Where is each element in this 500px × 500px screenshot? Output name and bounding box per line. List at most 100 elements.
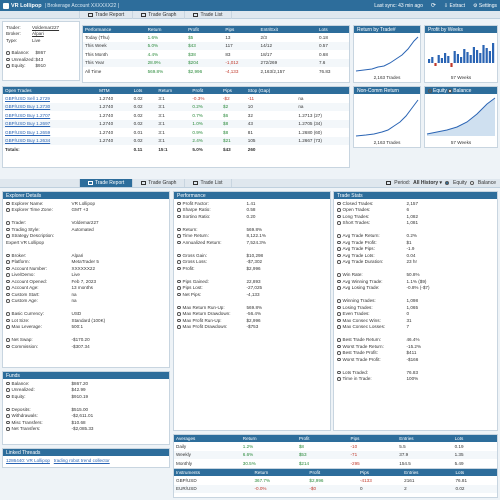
table-row[interactable]: GBP/USD Buy 1.2707 1.2740 0.02 3:1 0.7% $6 32 1…	[3, 111, 349, 120]
table-row[interactable]: All Time 569.8% $2,996 -4,133 2,163/2,157 76.…	[83, 67, 349, 76]
kv-label: Pips Lost:	[182, 285, 203, 291]
info-icon	[6, 318, 10, 322]
info-icon	[6, 388, 10, 392]
week-bar	[463, 49, 466, 63]
column-header[interactable]: Profit	[190, 87, 222, 94]
profit-by-weeks-chart[interactable]: Profit by Weeks 57 Weeks	[424, 25, 498, 83]
column-header[interactable]: Pips	[348, 435, 398, 442]
balance-radio[interactable]	[469, 181, 474, 185]
kv-value: $411	[406, 350, 417, 356]
return-by-trade-chart[interactable]: Return by Trade# 2,163 Trades	[353, 25, 421, 83]
equity-radio[interactable]	[428, 88, 432, 93]
column-header[interactable]: Stop (Gap)	[245, 87, 297, 94]
table-row[interactable]: This Month 4.4% $38 83 18/17 0.68	[83, 50, 349, 59]
table-row[interactable]: This Year 28.9% $204 -1,012 272/269 7.6	[83, 58, 349, 67]
column-header[interactable]: Pips	[358, 469, 403, 476]
column-header[interactable]: Lots	[131, 87, 157, 94]
gear-icon: ⚙	[473, 2, 478, 9]
kv-label: Return:	[182, 226, 198, 232]
table-row[interactable]: This Week 5.0% $43 117 14/12 0.57	[83, 41, 349, 50]
linked-thread-link[interactable]: 1286440: VR Lollipop	[6, 458, 50, 463]
kv-value: 100%	[406, 376, 419, 382]
column-header[interactable]: Performance	[83, 26, 146, 33]
tab-trade-graph-2[interactable]: Trade Graph	[133, 179, 186, 187]
column-header[interactable]	[296, 87, 349, 94]
equity-balance-chart[interactable]: Equity Balance 57 Weeks	[424, 86, 498, 148]
kv-row: Avg Trade Pips: -1.9	[337, 246, 494, 253]
column-header[interactable]: Averages	[174, 435, 241, 442]
table-row[interactable]: Weekly 6.6% $53 -71 37.9 1.35	[174, 450, 497, 459]
column-header[interactable]: Open Trades	[3, 87, 98, 94]
trader-link[interactable]: Voldemar227	[32, 24, 60, 30]
kv-label: Sharpe Ratio:	[182, 207, 211, 213]
broker-link[interactable]: Alpari	[32, 31, 44, 37]
balance-icon	[6, 51, 10, 55]
column-header[interactable]: Instruments	[174, 469, 253, 476]
column-header[interactable]: Entries	[402, 469, 454, 476]
column-header[interactable]: Pips	[221, 87, 246, 94]
table-cell: 0.02	[133, 112, 143, 118]
info-icon	[6, 292, 10, 296]
kv-row: Max Leverage: 500:1	[6, 324, 166, 331]
kv-row: Max Profit Drawdown: -$753	[177, 324, 327, 331]
table-cell: GBP/USD Buy 1.2634	[3, 136, 98, 145]
equity-radio[interactable]	[445, 181, 450, 185]
kv-value: 1,098	[406, 298, 419, 304]
settings-button[interactable]: ⚙ Settings	[473, 3, 497, 9]
table-row[interactable]: GBP/USD Buy 1.2730 1.2740 0.02 3:1 0.2% $2 10 n…	[3, 102, 349, 111]
table-row[interactable]: EUR/USD -0.0% -$0 0 2 0.02	[174, 484, 497, 493]
sync-icon[interactable]: ⟳	[430, 3, 436, 9]
kv-value: 76.83	[406, 369, 419, 375]
column-header[interactable]: Profit	[307, 469, 359, 476]
table-row[interactable]: GBP/USD Buy 1.2634 1.2740 0.02 3:1 2.4% $21 10…	[3, 136, 349, 145]
week-bar	[450, 63, 453, 67]
column-header[interactable]: Lots	[453, 469, 497, 476]
table-row[interactable]: Daily 1.2% $8 -10 5.5 0.19	[174, 442, 497, 451]
column-header[interactable]: Lots	[452, 435, 497, 442]
extract-button[interactable]: ⇩ Extract	[444, 3, 465, 9]
table-row[interactable]: GBP/USD Sell 1.2729 1.2740 0.02 3:1 -0.3% -$2…	[3, 94, 349, 103]
kv-value: -27,025	[246, 285, 263, 291]
week-bar	[492, 43, 495, 63]
tab-trade-report-2[interactable]: Trade Report	[80, 179, 134, 187]
chart-title: Return by Trade#	[354, 26, 420, 33]
table-cell: 0.68	[318, 51, 328, 57]
tab-trade-graph[interactable]: Trade Graph	[133, 10, 186, 19]
week-bar	[434, 63, 437, 66]
period-value: All History	[413, 180, 439, 186]
column-header[interactable]: Pips	[223, 26, 259, 33]
chart-title: Non-Comm Return	[354, 87, 420, 94]
table-row[interactable]: Today (Thu) 1.6% $5 13 2/3 0.18	[83, 33, 349, 42]
column-header[interactable]: Entries	[397, 435, 453, 442]
column-header[interactable]: Profit	[296, 435, 349, 442]
balance-radio[interactable]	[448, 88, 453, 93]
linked-thread-desc[interactable]: trading robot trend collector	[53, 458, 110, 463]
table-cell: -$2	[223, 95, 230, 101]
table-cell: 14/12	[258, 41, 317, 50]
kv-value: 7	[406, 324, 410, 330]
period-select[interactable]: All History ▾	[413, 180, 442, 186]
column-header[interactable]: Return	[240, 435, 297, 442]
column-header[interactable]: Profit	[186, 26, 224, 33]
column-header[interactable]: MTM	[97, 87, 132, 94]
table-row[interactable]: Monthly 30.5% $214 -295 154.5 5.49	[174, 459, 497, 468]
column-header[interactable]: Return	[145, 26, 187, 33]
info-icon	[177, 208, 181, 212]
column-header[interactable]: Lots	[316, 26, 349, 33]
table-row[interactable]: GBP/USD Buy 1.2697 1.2740 0.02 3:1 1.0% $8 43 1…	[3, 119, 349, 128]
tab-trade-list[interactable]: Trade List	[185, 10, 232, 19]
tab-trade-report[interactable]: Trade Report	[80, 10, 134, 19]
kv-label: Time in Trade:	[342, 376, 372, 382]
non-comm-return-chart[interactable]: Non-Comm Return 2,163 Trades	[353, 86, 421, 148]
table-row[interactable]: GBP/USD 367.7% $2,996 -4133 2161 76.81	[174, 476, 497, 485]
kv-row: Net Pips: -4,133	[177, 291, 327, 298]
kv-label: Avg Winning Trade:	[342, 278, 383, 284]
funds-list: Balance: $867.20 Unrealized: $42.99 Equity: $…	[3, 379, 169, 433]
kv-value: 0	[406, 311, 410, 317]
column-header[interactable]: Return	[252, 469, 308, 476]
column-header[interactable]: Return	[156, 87, 191, 94]
column-header[interactable]: Entr/Exit	[258, 26, 317, 33]
table-cell: GBP/USD Buy 1.2730	[3, 102, 98, 111]
table-row[interactable]: GBP/USD Buy 1.2659 1.2740 0.01 3:1 0.9% $8 81 1…	[3, 128, 349, 137]
tab-trade-list-2[interactable]: Trade List	[185, 179, 232, 187]
